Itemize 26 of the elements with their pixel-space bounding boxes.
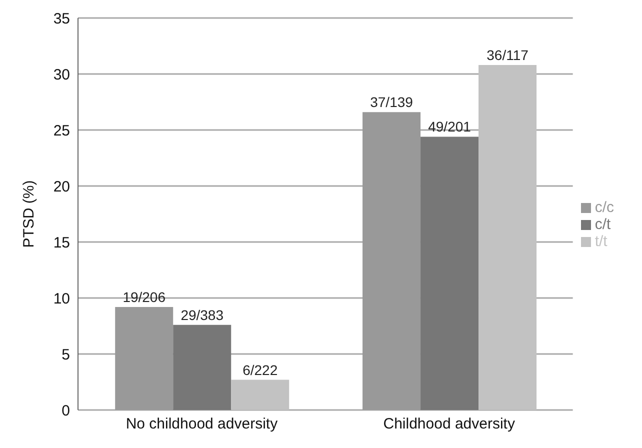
y-tick-label: 5 [62, 346, 70, 364]
data-label: 29/383 [180, 306, 224, 323]
x-tick-label: No childhood adversity [126, 416, 278, 433]
y-tick-label: 35 [53, 10, 70, 28]
y-tick-label: 30 [53, 66, 70, 84]
x-tick-label: Childhood adversity [383, 416, 516, 433]
y-tick-label: 10 [53, 290, 70, 308]
y-tick-label: 15 [53, 234, 70, 252]
data-label: 49/201 [428, 118, 472, 135]
legend-label: c/c [594, 198, 614, 216]
y-axis-title: PTSD (%) [20, 180, 38, 248]
legend-label: c/t [594, 216, 611, 232]
y-tick-label: 25 [53, 122, 70, 140]
bar [420, 136, 479, 410]
data-label: 19/206 [122, 288, 166, 305]
bar [478, 65, 537, 410]
y-tick-label: 0 [62, 402, 70, 420]
y-tick-label: 20 [53, 178, 70, 196]
bar [362, 112, 421, 410]
data-label: 37/139 [370, 94, 414, 110]
data-label: 6/222 [242, 362, 278, 378]
data-label: 36/117 [486, 47, 529, 64]
bar [231, 380, 290, 410]
bar [173, 324, 232, 410]
bar [115, 306, 174, 410]
legend-label: t/t [594, 232, 608, 250]
